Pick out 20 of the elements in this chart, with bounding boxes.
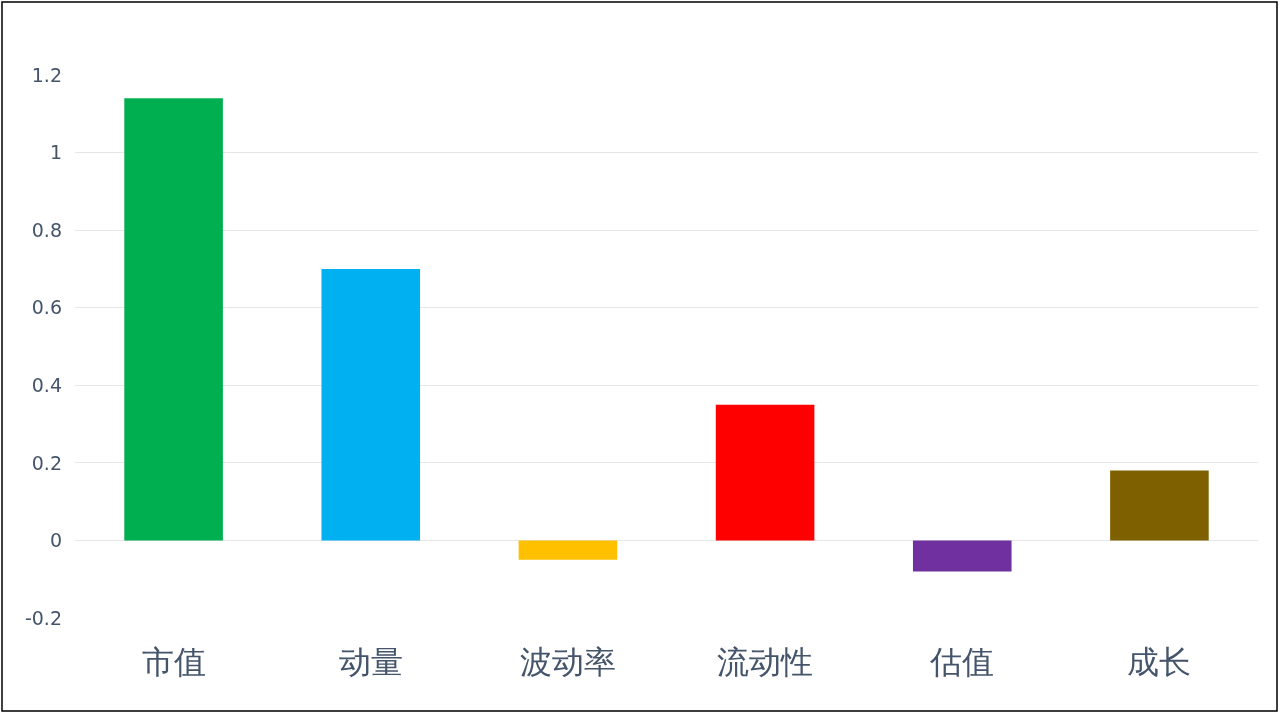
x-tick-label: 市值: [141, 643, 206, 681]
y-tick-label: 0.2: [31, 451, 62, 474]
y-tick-label: -0.2: [24, 606, 62, 629]
x-tick-label: 波动率: [519, 643, 616, 681]
y-tick-label: 1: [49, 141, 62, 164]
y-tick-label: 1.2: [31, 63, 62, 86]
bar: [321, 268, 421, 541]
y-tick-label: 0.4: [31, 373, 62, 396]
y-tick-label: 0.8: [31, 218, 62, 241]
x-tick-label: 流动性: [717, 643, 814, 681]
bar: [124, 98, 223, 541]
x-tick-label: 成长: [1127, 643, 1192, 681]
bar: [715, 404, 815, 541]
bar: [912, 540, 1012, 572]
bar: [1110, 470, 1209, 541]
x-tick-label: 动量: [338, 643, 403, 681]
y-tick-label: 0: [49, 529, 62, 552]
x-tick-label: 估值: [929, 643, 995, 681]
y-tick-label: 0.6: [31, 296, 62, 319]
bar: [518, 540, 618, 560]
